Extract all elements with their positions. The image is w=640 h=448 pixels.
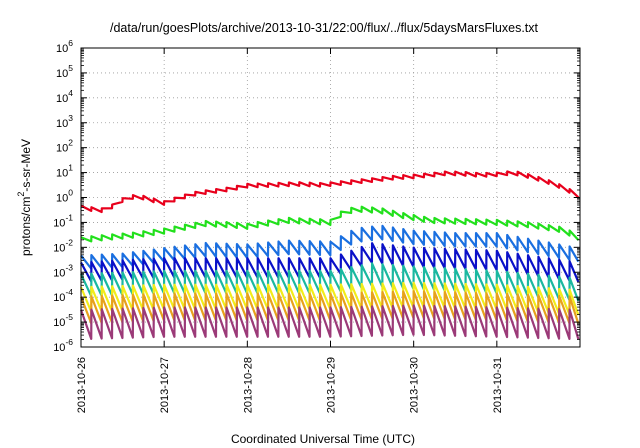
y-tick-label: 10-6 bbox=[53, 337, 73, 354]
y-tick-labels: 10-6 10-5 10-4 10-3 10-2 10-1 100 101 102 103 104 1… bbox=[53, 38, 73, 354]
y-tick-label: 10-3 bbox=[53, 262, 73, 279]
y-tick-label: 104 bbox=[56, 88, 73, 105]
x-tick-label: 2013-10-29 bbox=[326, 357, 338, 413]
series-line-1 bbox=[80, 170, 580, 214]
series-group bbox=[79, 170, 580, 340]
x-axis-label: Coordinated Universal Time (UTC) bbox=[231, 432, 415, 446]
y-tick-label: 103 bbox=[56, 113, 73, 130]
x-tick-label: 2013-10-31 bbox=[492, 357, 504, 413]
y-axis-label: protons/cm2-s-sr-MeV bbox=[16, 139, 33, 256]
y-tick-label: 102 bbox=[56, 138, 73, 155]
y-tick-label: 10-2 bbox=[53, 237, 73, 254]
series-line-8 bbox=[79, 304, 580, 340]
series-line-4 bbox=[80, 242, 580, 283]
y-tick-label: 106 bbox=[56, 38, 73, 55]
y-tick-label: 10-1 bbox=[53, 212, 73, 229]
axis-ticks bbox=[80, 47, 580, 348]
y-tick-label: 101 bbox=[56, 163, 73, 180]
y-tick-label: 105 bbox=[56, 63, 73, 80]
x-tick-labels: 2013-10-26 2013-10-27 2013-10-28 2013-10-29… bbox=[76, 357, 504, 413]
y-tick-label: 100 bbox=[56, 188, 73, 205]
x-tick-label: 2013-10-27 bbox=[159, 357, 171, 413]
x-tick-label: 2013-10-28 bbox=[242, 357, 254, 413]
series-line-2 bbox=[80, 205, 580, 243]
chart-title: /data/run/goesPlots/archive/2013-10-31/2… bbox=[110, 21, 539, 35]
x-tick-label: 2013-10-30 bbox=[409, 357, 421, 413]
y-tick-label: 10-5 bbox=[53, 312, 73, 329]
series-line-3 bbox=[80, 224, 580, 270]
x-tick-label: 2013-10-26 bbox=[76, 357, 88, 413]
y-tick-label: 10-4 bbox=[53, 287, 73, 304]
